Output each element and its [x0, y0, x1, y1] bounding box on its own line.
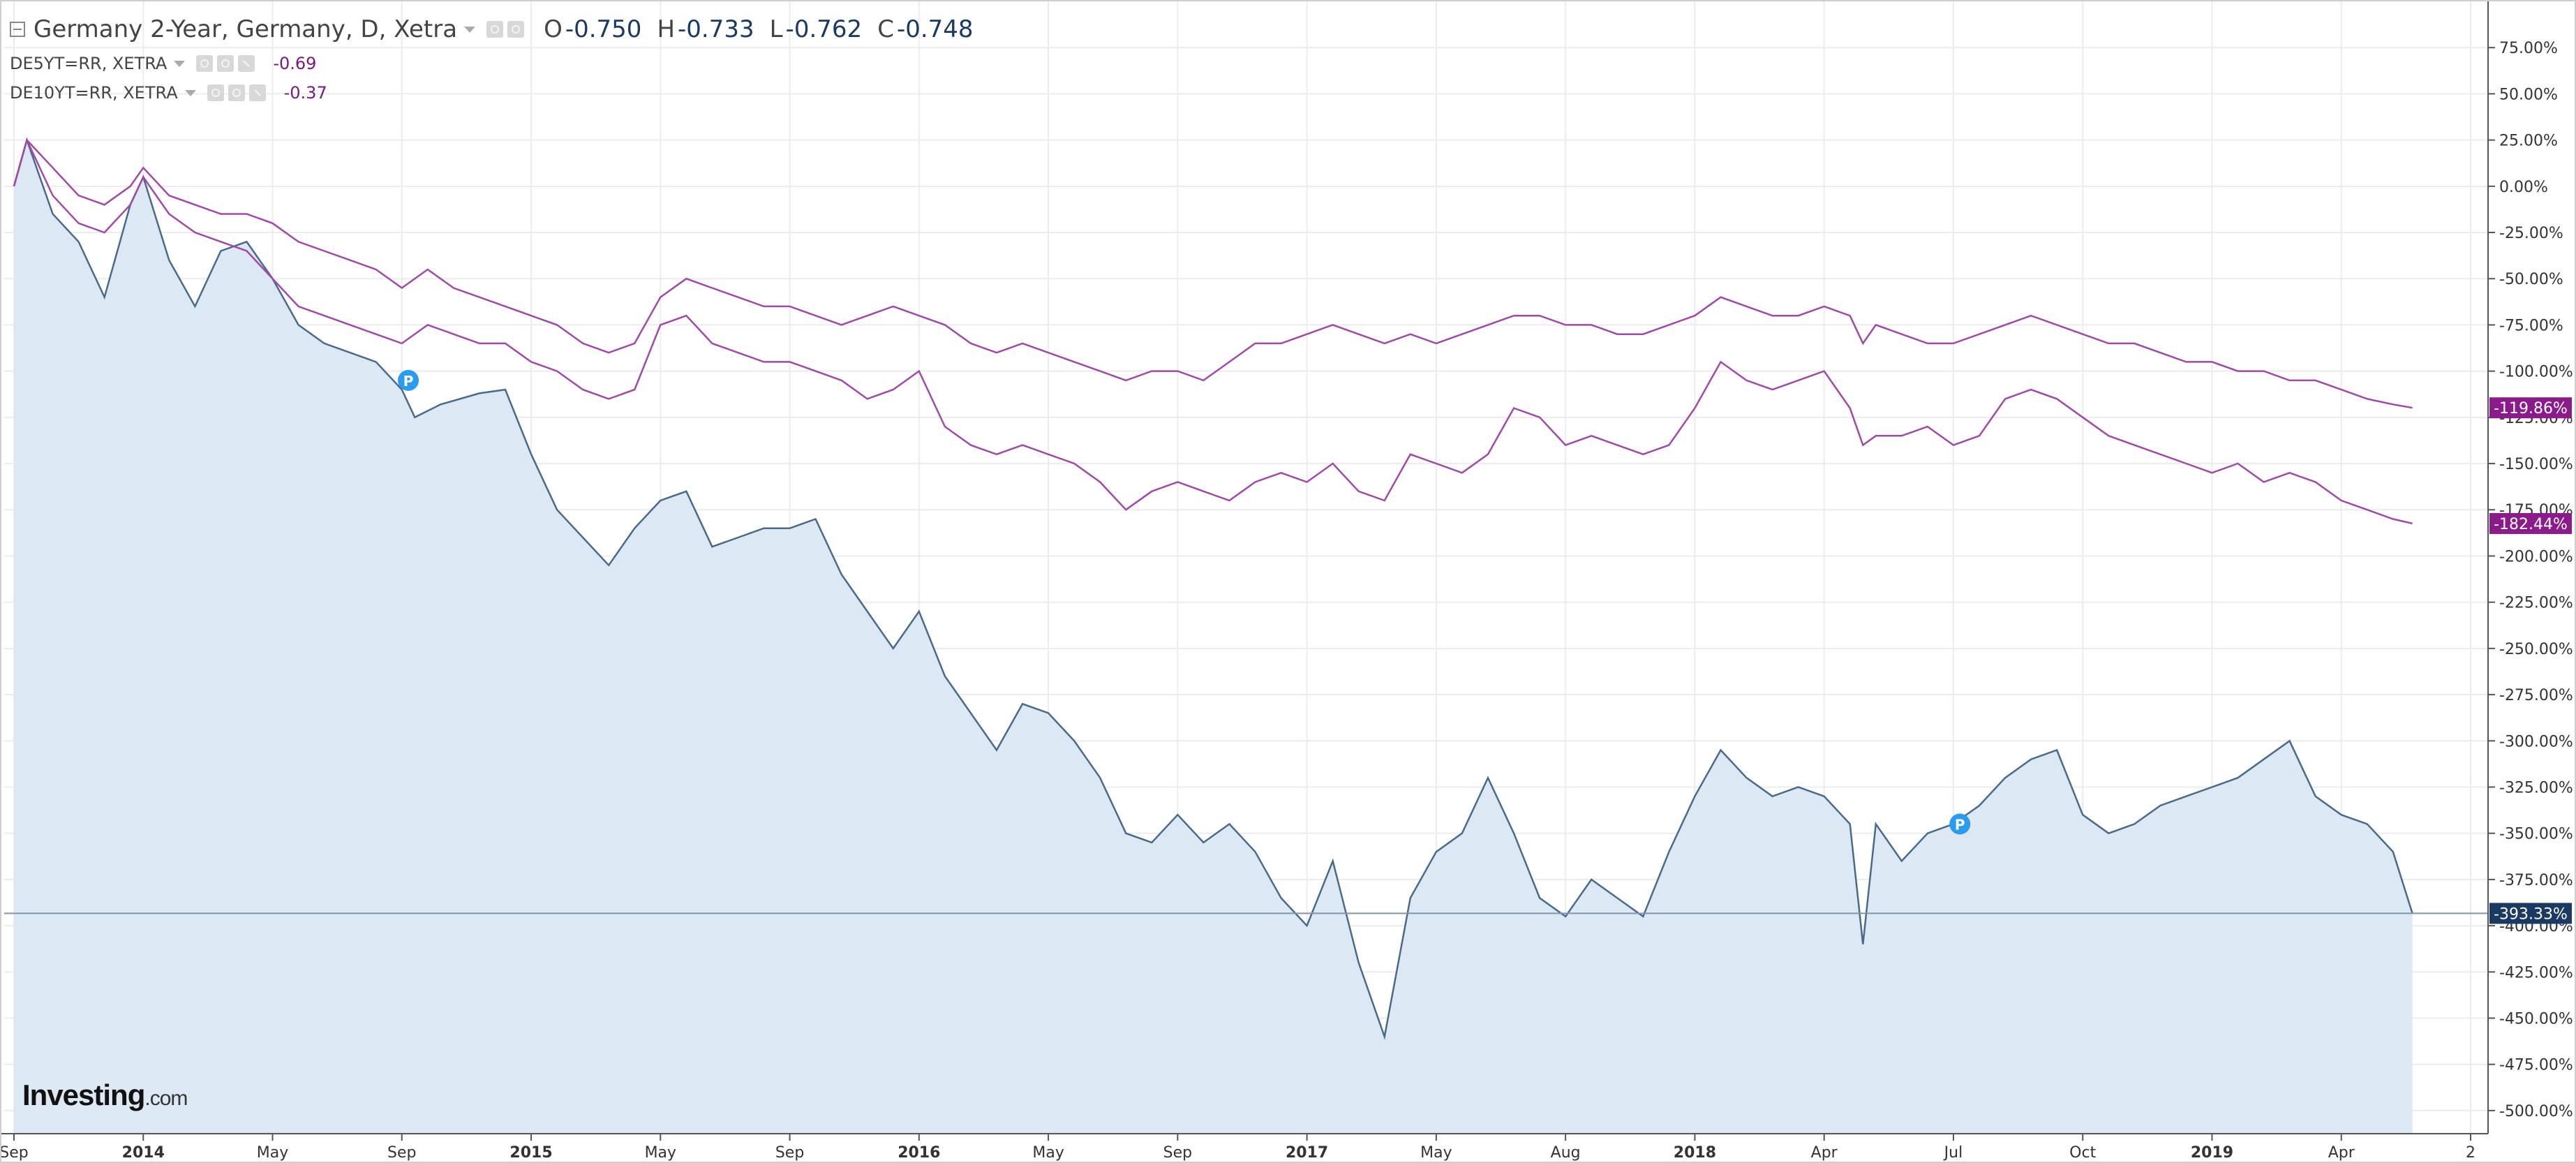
x-tick-label: 2 [2466, 1144, 2476, 1162]
x-tick-label: Sep [0, 1144, 29, 1162]
last-value-text: -182.44% [2494, 516, 2568, 533]
y-tick-label: -425.00% [2499, 964, 2573, 981]
p-marker-label: P [403, 373, 414, 390]
p-marker-icon [1949, 813, 1971, 835]
visibility-icon[interactable] [217, 55, 234, 72]
chevron-down-icon[interactable] [184, 89, 196, 96]
y-tick-label: -350.00% [2499, 826, 2573, 843]
main-series-title: Germany 2-Year, Germany, D, Xetra [33, 15, 458, 43]
collapse-legend-icon[interactable] [10, 22, 25, 37]
y-tick-label: -75.00% [2499, 317, 2563, 334]
x-tick-label: Jul [1943, 1144, 1963, 1162]
x-tick-label: Oct [2069, 1144, 2096, 1162]
overlay-label: DE10YT=RR, XETRA [10, 83, 178, 103]
y-tick-label: -300.00% [2499, 733, 2573, 750]
x-tick-label: 2014 [122, 1144, 165, 1162]
x-tick-label: Sep [775, 1144, 804, 1162]
y-tick-label: -150.00% [2499, 456, 2573, 473]
chevron-down-icon[interactable] [464, 26, 476, 33]
main-series-area [14, 140, 2413, 1134]
chevron-down-icon[interactable] [174, 60, 186, 67]
ohlc-close-key: C [877, 15, 894, 43]
ohlc-close-value: -0.748 [896, 15, 974, 43]
legend-overlay-row[interactable]: DE10YT=RR, XETRA -0.37 [10, 78, 974, 108]
chart-legend: Germany 2-Year, Germany, D, Xetra O -0.75… [10, 10, 974, 108]
x-tick-label: May [645, 1144, 676, 1162]
settings-icon[interactable] [207, 84, 224, 101]
x-tick-label: May [1032, 1144, 1064, 1162]
settings-icon[interactable] [196, 55, 214, 72]
x-tick-label: 2017 [1286, 1144, 1328, 1162]
last-value-tag [2489, 397, 2572, 419]
x-tick-label: May [1420, 1144, 1452, 1162]
y-tick-label: -100.00% [2499, 364, 2573, 381]
x-tick-label: 2018 [1674, 1144, 1716, 1162]
x-tick-label: 2019 [2191, 1144, 2233, 1162]
ohlc-high-value: -0.733 [678, 15, 754, 43]
y-tick-label: 25.00% [2499, 133, 2558, 150]
x-tick-label: Aug [1551, 1144, 1581, 1162]
y-tick-label: 75.00% [2499, 40, 2558, 57]
y-tick-label: -25.00% [2499, 225, 2563, 242]
p-marker-icon [398, 369, 419, 391]
y-tick-label: -50.00% [2499, 271, 2563, 288]
y-tick-label: -275.00% [2499, 687, 2573, 704]
logo-domain: .com [144, 1087, 188, 1110]
last-value-text: -393.33% [2494, 905, 2568, 923]
ohlc-high-key: H [657, 15, 676, 43]
y-tick-label: -475.00% [2499, 1057, 2573, 1074]
marker-layer: PP [398, 369, 1971, 835]
y-tick-label: -225.00% [2499, 595, 2573, 612]
x-tick-label: Apr [1811, 1144, 1838, 1162]
x-tick-label: Sep [1163, 1144, 1192, 1162]
legend-main-row[interactable]: Germany 2-Year, Germany, D, Xetra O -0.75… [10, 10, 974, 49]
y-tick-label: -500.00% [2499, 1103, 2573, 1120]
close-icon[interactable] [248, 84, 266, 101]
overlay-value: -0.37 [283, 83, 327, 103]
y-tick-label: -325.00% [2499, 779, 2573, 797]
ohlc-open-value: -0.750 [565, 15, 642, 43]
investing-logo: Investing.com [22, 1079, 188, 1112]
visibility-icon[interactable] [507, 21, 525, 38]
overlay-value: -0.69 [273, 54, 317, 73]
ohlc-open-key: O [544, 15, 563, 43]
ohlc-low-key: L [769, 15, 783, 43]
p-marker-label: P [1955, 816, 1965, 833]
x-tick-label: Sep [387, 1144, 416, 1162]
x-tick-label: Apr [2328, 1144, 2355, 1162]
visibility-icon[interactable] [228, 84, 245, 101]
close-icon[interactable] [238, 55, 255, 72]
y-tick-label: 50.00% [2499, 86, 2558, 103]
x-tick-label: May [257, 1144, 288, 1162]
main-series-line [13, 137, 2413, 1040]
last-value-labels: -393.33% -182.44% -119.86% [2489, 397, 2572, 924]
logo-name: Investing [22, 1079, 145, 1111]
y-tick-label: 0.00% [2499, 179, 2548, 196]
settings-icon[interactable] [486, 21, 504, 38]
last-value-tag [2489, 512, 2572, 534]
y-tick-label: -200.00% [2499, 548, 2573, 565]
last-value-text: -119.86% [2494, 400, 2568, 417]
y-tick-label: -375.00% [2499, 872, 2573, 889]
x-tick-label: 2016 [898, 1144, 940, 1162]
x-tick-label: 2015 [509, 1144, 552, 1162]
overlay-series-line-2 [13, 138, 2413, 409]
y-tick-label: -450.00% [2499, 1010, 2573, 1028]
last-value-tag [2489, 903, 2572, 924]
series-layer [4, 137, 2488, 1134]
y-tick-label: -250.00% [2499, 641, 2573, 658]
overlay-label: DE5YT=RR, XETRA [10, 54, 167, 73]
overlay-series-line-1 [13, 138, 2413, 525]
legend-overlay-row[interactable]: DE5YT=RR, XETRA -0.69 [10, 49, 974, 78]
ohlc-low-value: -0.762 [785, 15, 863, 43]
